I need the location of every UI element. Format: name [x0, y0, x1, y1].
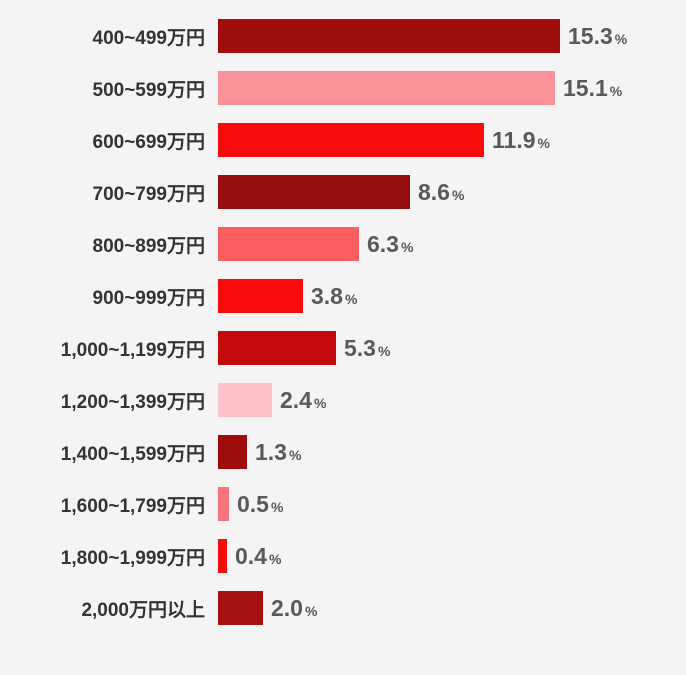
value-label: 1.3 % — [255, 439, 301, 466]
chart-row: 800~899万円 6.3 % — [0, 218, 686, 270]
bar — [218, 227, 359, 261]
category-label: 900~999万円 — [92, 287, 206, 309]
bar-area: 11.9 % — [218, 123, 686, 157]
bar-area: 8.6 % — [218, 175, 686, 209]
percent-sign: % — [268, 550, 282, 567]
bar — [218, 487, 229, 521]
category-label: 1,600~1,799万円 — [60, 495, 205, 517]
category-label: 600~699万円 — [92, 131, 206, 153]
value-label: 2.0 % — [271, 595, 317, 622]
bar — [218, 123, 484, 157]
bar-area: 15.1 % — [218, 71, 686, 105]
value-label: 0.5 % — [237, 491, 283, 518]
value-number: 3.8 — [311, 282, 343, 309]
bar — [218, 591, 263, 625]
bar-area: 15.3 % — [218, 19, 686, 53]
value-label: 15.3 % — [568, 23, 627, 50]
bar-area: 5.3 % — [218, 331, 686, 365]
value-number: 15.1 — [563, 74, 608, 101]
percent-sign: % — [400, 238, 414, 255]
category-label: 500~599万円 — [92, 79, 206, 101]
bar-area: 2.4 % — [218, 383, 686, 417]
bar-area: 1.3 % — [218, 435, 686, 469]
percent-sign: % — [377, 342, 391, 359]
percent-sign: % — [344, 290, 358, 307]
bar — [218, 539, 227, 573]
percent-sign: % — [304, 602, 318, 619]
chart-row: 900~999万円 3.8 % — [0, 270, 686, 322]
chart-row: 1,800~1,999万円 0.4 % — [0, 530, 686, 582]
bar-area: 2.0 % — [218, 591, 686, 625]
bar-area: 3.8 % — [218, 279, 686, 313]
percent-sign: % — [537, 134, 550, 151]
chart-row: 1,000~1,199万円 5.3 % — [0, 322, 686, 374]
chart-row: 600~699万円 11.9 % — [0, 114, 686, 166]
value-label: 5.3 % — [344, 335, 390, 362]
bar — [218, 175, 410, 209]
category-label: 2,000万円以上 — [81, 599, 205, 621]
chart-row: 500~599万円 15.1 % — [0, 62, 686, 114]
bar — [218, 331, 336, 365]
chart-row: 400~499万円 15.3 % — [0, 10, 686, 62]
category-label: 1,200~1,399万円 — [60, 391, 205, 413]
value-number: 2.4 — [280, 386, 312, 413]
percent-sign: % — [313, 394, 327, 411]
category-label: 1,000~1,199万円 — [60, 339, 205, 361]
value-number: 0.4 — [235, 542, 267, 569]
value-label: 15.1 % — [563, 75, 622, 102]
value-number: 15.3 — [568, 22, 613, 49]
chart-row: 1,400~1,599万円 1.3 % — [0, 426, 686, 478]
percent-sign: % — [451, 186, 465, 203]
value-number: 8.6 — [418, 178, 450, 205]
value-number: 6.3 — [367, 230, 399, 257]
value-label: 3.8 % — [311, 283, 357, 310]
percent-sign: % — [288, 446, 302, 463]
value-number: 2.0 — [271, 594, 303, 621]
value-number: 1.3 — [255, 438, 287, 465]
chart-row: 1,200~1,399万円 2.4 % — [0, 374, 686, 426]
value-label: 0.4 % — [235, 543, 281, 570]
category-label: 400~499万円 — [92, 27, 206, 49]
bar — [218, 435, 247, 469]
value-label: 6.3 % — [367, 231, 413, 258]
bar — [218, 19, 560, 53]
bar-area: 6.3 % — [218, 227, 686, 261]
bar — [218, 71, 555, 105]
value-label: 11.9 % — [492, 127, 550, 154]
chart-row: 1,600~1,799万円 0.5 % — [0, 478, 686, 530]
percent-sign: % — [270, 498, 284, 515]
value-number: 5.3 — [344, 334, 376, 361]
category-label: 1,400~1,599万円 — [60, 443, 205, 465]
value-label: 2.4 % — [280, 387, 326, 414]
category-label: 800~899万円 — [92, 235, 206, 257]
value-number: 11.9 — [492, 126, 536, 153]
category-label: 700~799万円 — [92, 183, 206, 205]
category-label: 1,800~1,999万円 — [60, 547, 205, 569]
value-number: 0.5 — [237, 490, 269, 517]
percent-sign: % — [609, 82, 623, 99]
percent-sign: % — [614, 30, 628, 47]
chart-row: 700~799万円 8.6 % — [0, 166, 686, 218]
bar — [218, 279, 303, 313]
value-label: 8.6 % — [418, 179, 464, 206]
bar — [218, 383, 272, 417]
income-distribution-bar-chart: 400~499万円 15.3 % 500~599万円 15.1 % 600~69 — [0, 10, 686, 634]
bar-area: 0.4 % — [218, 539, 686, 573]
bar-area: 0.5 % — [218, 487, 686, 521]
chart-row: 2,000万円以上 2.0 % — [0, 582, 686, 634]
